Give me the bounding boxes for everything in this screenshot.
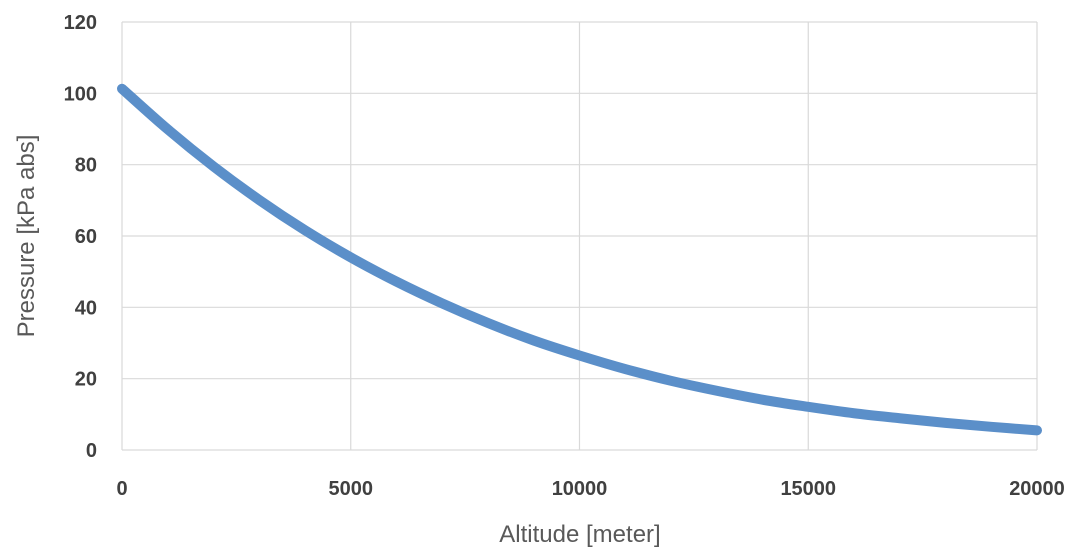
x-tick-label: 5000 bbox=[329, 478, 374, 500]
y-tick-label: 100 bbox=[64, 83, 97, 105]
tick-labels: 0 20 40 60 80 100 120 0 5000 10000 15000 20000 bbox=[64, 12, 1065, 500]
y-tick-label: 60 bbox=[75, 226, 97, 248]
x-tick-label: 0 bbox=[116, 478, 127, 500]
y-tick-label: 80 bbox=[75, 155, 97, 177]
y-axis-title: Pressure [kPa abs] bbox=[13, 135, 40, 338]
x-axis-title: Altitude [meter] bbox=[499, 521, 660, 548]
gridlines bbox=[121, 21, 1038, 451]
series-layer bbox=[117, 83, 1042, 436]
y-tick-label: 120 bbox=[64, 12, 97, 34]
y-tick-label: 40 bbox=[75, 297, 97, 319]
pressure-series-line bbox=[117, 83, 1042, 436]
x-tick-label: 20000 bbox=[1009, 478, 1065, 500]
y-tick-label: 20 bbox=[75, 369, 97, 391]
x-tick-label: 10000 bbox=[552, 478, 608, 500]
y-tick-label: 0 bbox=[86, 440, 97, 462]
x-tick-label: 15000 bbox=[780, 478, 836, 500]
